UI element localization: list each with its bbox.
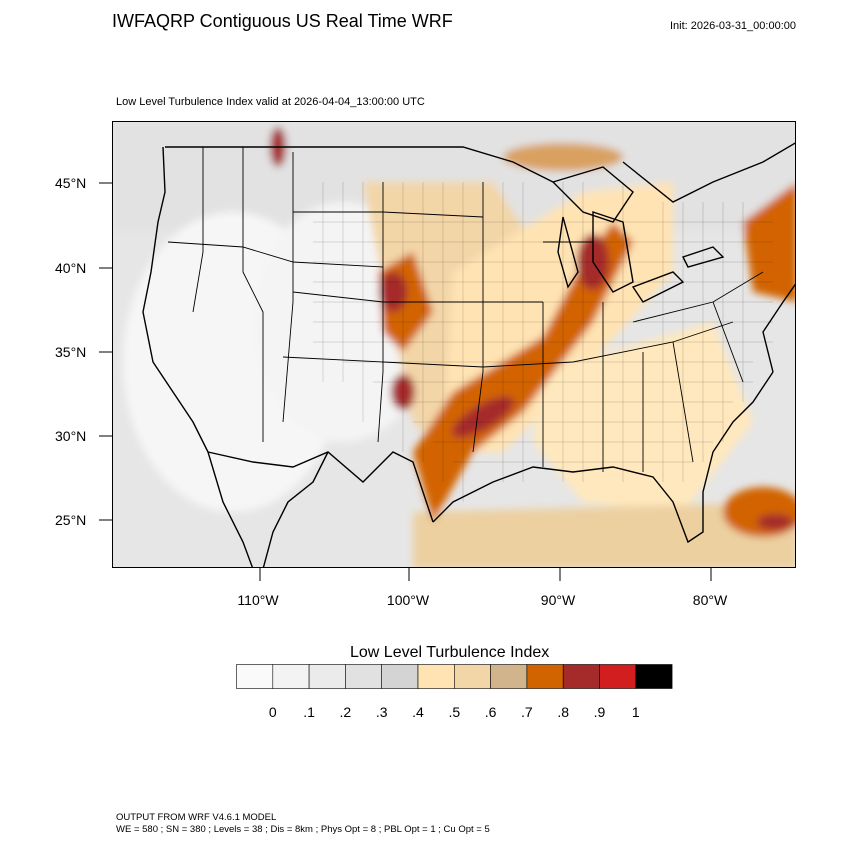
colorbar-title: Low Level Turbulence Index <box>350 644 550 661</box>
colorbar-swatch <box>381 664 419 689</box>
model-footer: OUTPUT FROM WRF V4.6.1 MODEL WE = 580 ; … <box>116 812 490 836</box>
valid-time-subtitle: Low Level Turbulence Index valid at 2026… <box>116 96 425 108</box>
colorbar-swatch <box>308 664 346 689</box>
lon-label-110: 110°W <box>237 592 279 608</box>
turbulence-map <box>113 122 795 567</box>
footer-line-2: WE = 580 ; SN = 380 ; Levels = 38 ; Dis … <box>116 824 490 835</box>
lon-label-80: 80°W <box>692 592 728 608</box>
colorbar-tick-label: 0 <box>268 704 277 720</box>
colorbar-tick-label: .4 <box>412 704 424 720</box>
footer-line-1: OUTPUT FROM WRF V4.6.1 MODEL <box>116 812 277 823</box>
lat-label-40: 40°N <box>55 260 87 276</box>
colorbar-swatch <box>272 664 310 689</box>
colorbar-tick-label: .3 <box>375 704 388 720</box>
colorbar-swatch <box>236 664 274 689</box>
colorbar-swatch <box>490 664 528 689</box>
colorbar-swatch <box>345 664 383 689</box>
map-panel <box>112 121 796 568</box>
colorbar-tick-label: .7 <box>521 704 533 720</box>
map-title: IWFAQRP Contiguous US Real Time WRF <box>112 11 453 31</box>
colorbar-tick-label: .2 <box>339 704 352 720</box>
colorbar-swatch <box>635 664 673 689</box>
lon-label-90: 90°W <box>540 592 576 608</box>
colorbar-tick-label: 1 <box>631 704 640 720</box>
colorbar-swatch <box>526 664 564 689</box>
county-borders <box>313 182 773 502</box>
lon-label-100: 100°W <box>386 592 430 608</box>
colorbar-swatch <box>417 664 455 689</box>
lat-label-35: 35°N <box>55 344 87 360</box>
colorbar-tick-label: .5 <box>448 704 461 720</box>
init-time: Init: 2026-03-31_00:00:00 <box>670 20 796 32</box>
lat-label-45: 45°N <box>55 175 87 191</box>
colorbar-tick-label: .9 <box>593 704 606 720</box>
colorbar-swatch <box>599 664 637 689</box>
lat-label-25: 25°N <box>55 512 87 528</box>
colorbar <box>236 664 673 689</box>
lat-label-30: 30°N <box>55 428 87 444</box>
colorbar-swatch <box>562 664 600 689</box>
colorbar-tick-label: .6 <box>484 704 497 720</box>
colorbar-tick-label: .8 <box>557 704 570 720</box>
colorbar-swatch <box>454 664 491 689</box>
colorbar-tick-label: .1 <box>303 704 315 720</box>
